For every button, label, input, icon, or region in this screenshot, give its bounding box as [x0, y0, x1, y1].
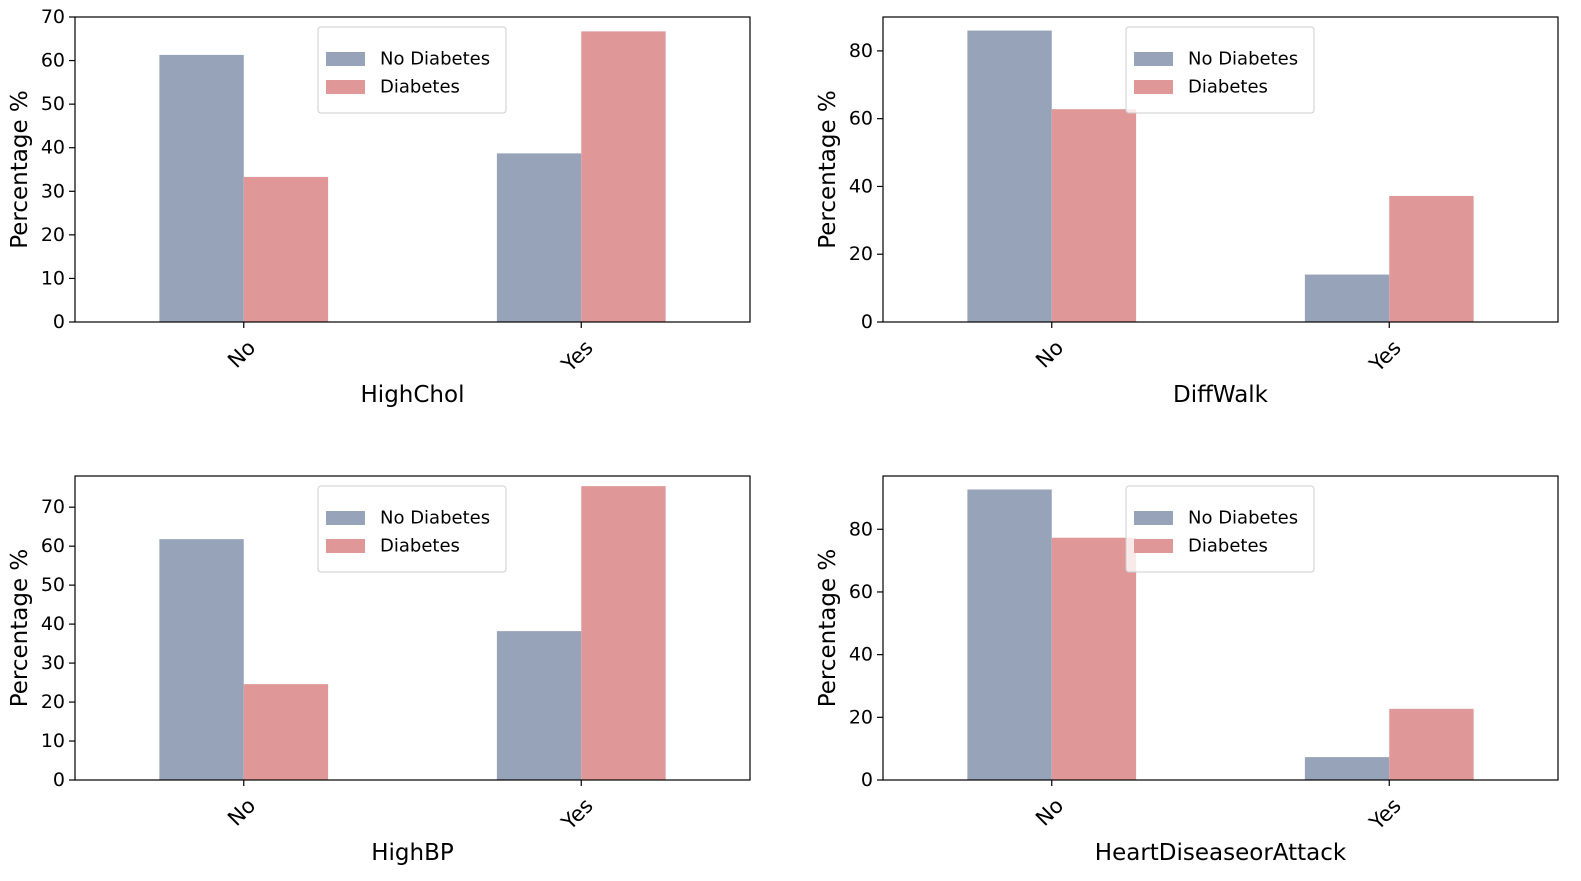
- y-tick-label: 40: [41, 137, 65, 159]
- bar-no-diabetes-no: [967, 30, 1052, 323]
- legend-swatch-diabetes: [1134, 80, 1173, 94]
- legend-swatch-no-diabetes: [326, 52, 365, 66]
- bar-no-diabetes-no: [967, 489, 1052, 780]
- y-tick-label: 20: [41, 224, 65, 246]
- legend-label-diabetes: Diabetes: [380, 536, 460, 557]
- bar-diabetes-no: [243, 176, 329, 322]
- legend-label-no-diabetes: No Diabetes: [1188, 49, 1298, 70]
- chart-panel-highchol: 0 10 20 30 40 50 60 70 No Yes HighChol Percentage %…: [0, 0, 790, 440]
- x-tick-label: No: [223, 336, 260, 373]
- y-tick-label: 80: [849, 40, 873, 62]
- x-tick-label: No: [1031, 336, 1068, 373]
- legend: No Diabetes Diabetes: [1125, 485, 1315, 573]
- legend-swatch-no-diabetes: [1134, 511, 1173, 525]
- y-tick-label: 40: [849, 175, 873, 197]
- bar-diabetes-yes: [581, 486, 666, 780]
- y-tick-label: 60: [41, 50, 65, 72]
- y-axis-label: Percentage %: [7, 90, 33, 249]
- bar-diabetes-no: [243, 684, 329, 780]
- legend: No Diabetes Diabetes: [317, 26, 507, 114]
- chart-panel-highbp: 0 10 20 30 40 50 60 70 No Yes HighBP Percentage % No…: [0, 440, 790, 880]
- y-tick-label: 30: [41, 180, 65, 202]
- legend-label-diabetes: Diabetes: [1188, 536, 1268, 557]
- bar-diabetes-no: [1051, 537, 1137, 780]
- chart-heartdisease-svg: 0 20 40 60 80 No Yes HeartDiseaseorAttack Percen…: [815, 475, 1559, 866]
- bar-diabetes-no: [1051, 109, 1137, 322]
- y-tick-label: 0: [53, 311, 65, 333]
- chart-highchol-svg: 0 10 20 30 40 50 60 70 No Yes HighChol Percentage %…: [7, 6, 751, 408]
- x-tick-label: Yes: [1364, 794, 1406, 836]
- y-tick-label: 10: [41, 730, 65, 752]
- x-tick-label: Yes: [556, 794, 598, 836]
- bar-diabetes-yes: [1389, 708, 1474, 780]
- y-axis-label: Percentage %: [815, 549, 841, 708]
- x-tick-label: Yes: [1364, 336, 1406, 378]
- y-tick-label: 60: [849, 108, 873, 130]
- axes-frame: [74, 475, 751, 781]
- bar-no-diabetes-no: [159, 539, 244, 780]
- legend-label-no-diabetes: No Diabetes: [380, 49, 490, 70]
- legend-swatch-diabetes: [1134, 539, 1173, 553]
- x-axis-label: DiffWalk: [1173, 382, 1269, 408]
- bar-no-diabetes-yes: [1304, 274, 1390, 322]
- legend-label-diabetes: Diabetes: [380, 77, 460, 98]
- legend-swatch-no-diabetes: [1134, 52, 1173, 66]
- bar-diabetes-yes: [581, 31, 666, 322]
- chart-diffwalk-svg: 0 20 40 60 80 No Yes DiffWalk Percentage % No Dia…: [815, 16, 1559, 408]
- x-axis-label: HighBP: [371, 840, 454, 866]
- legend: No Diabetes Diabetes: [317, 485, 507, 573]
- legend-label-no-diabetes: No Diabetes: [1188, 508, 1298, 529]
- x-tick-label: Yes: [556, 336, 598, 378]
- legend-box: [317, 485, 507, 573]
- y-tick-label: 60: [849, 581, 873, 603]
- legend-box: [1125, 26, 1315, 114]
- y-tick-label: 70: [41, 496, 65, 518]
- legend-label-diabetes: Diabetes: [1188, 77, 1268, 98]
- bar-no-diabetes-yes: [496, 631, 582, 780]
- y-tick-label: 70: [41, 6, 65, 28]
- bar-diabetes-yes: [1389, 195, 1474, 322]
- y-axis-label: Percentage %: [7, 549, 33, 708]
- y-tick-label: 80: [849, 518, 873, 540]
- y-tick-label: 60: [41, 535, 65, 557]
- legend-swatch-diabetes: [326, 80, 365, 94]
- axes-frame: [882, 16, 1559, 323]
- x-axis-label: HighChol: [361, 382, 465, 408]
- y-tick-label: 50: [41, 574, 65, 596]
- y-tick-label: 40: [849, 644, 873, 666]
- bar-no-diabetes-no: [159, 54, 244, 323]
- chart-panel-diffwalk: 0 20 40 60 80 No Yes DiffWalk Percentage % No Dia…: [790, 0, 1580, 440]
- x-axis-label: HeartDiseaseorAttack: [1095, 840, 1347, 866]
- axes-frame: [882, 475, 1559, 781]
- x-tick-label: No: [1031, 794, 1068, 831]
- x-tick-label: No: [223, 794, 260, 831]
- legend-swatch-no-diabetes: [326, 511, 365, 525]
- y-tick-label: 10: [41, 267, 65, 289]
- legend-box: [1125, 485, 1315, 573]
- legend-box: [317, 26, 507, 114]
- legend-label-no-diabetes: No Diabetes: [380, 508, 490, 529]
- y-tick-label: 50: [41, 93, 65, 115]
- y-tick-label: 20: [849, 706, 873, 728]
- bar-no-diabetes-yes: [1304, 757, 1390, 780]
- chart-highbp-svg: 0 10 20 30 40 50 60 70 No Yes HighBP Percentage % No…: [7, 475, 751, 866]
- y-tick-label: 0: [861, 769, 873, 791]
- y-axis-label: Percentage %: [815, 90, 841, 249]
- axes-frame: [74, 16, 751, 323]
- legend: No Diabetes Diabetes: [1125, 26, 1315, 114]
- y-tick-label: 20: [41, 691, 65, 713]
- y-tick-label: 0: [861, 311, 873, 333]
- legend-swatch-diabetes: [326, 539, 365, 553]
- y-tick-label: 30: [41, 652, 65, 674]
- bar-no-diabetes-yes: [496, 153, 582, 322]
- y-tick-label: 0: [53, 769, 65, 791]
- y-tick-label: 20: [849, 243, 873, 265]
- y-tick-label: 40: [41, 613, 65, 635]
- chart-panel-heartdisease: 0 20 40 60 80 No Yes HeartDiseaseorAttack Percen…: [790, 440, 1580, 880]
